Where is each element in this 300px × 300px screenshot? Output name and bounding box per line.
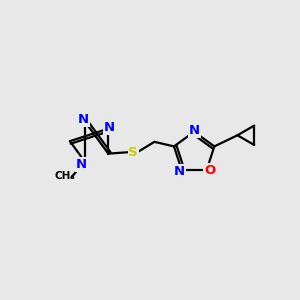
Text: N: N (174, 165, 185, 178)
Text: S: S (128, 146, 138, 159)
Text: N: N (189, 124, 200, 137)
Text: O: O (204, 164, 215, 177)
Text: N: N (76, 158, 87, 171)
Text: N: N (104, 121, 115, 134)
Text: N: N (77, 113, 89, 126)
Text: CH₃: CH₃ (54, 171, 75, 181)
